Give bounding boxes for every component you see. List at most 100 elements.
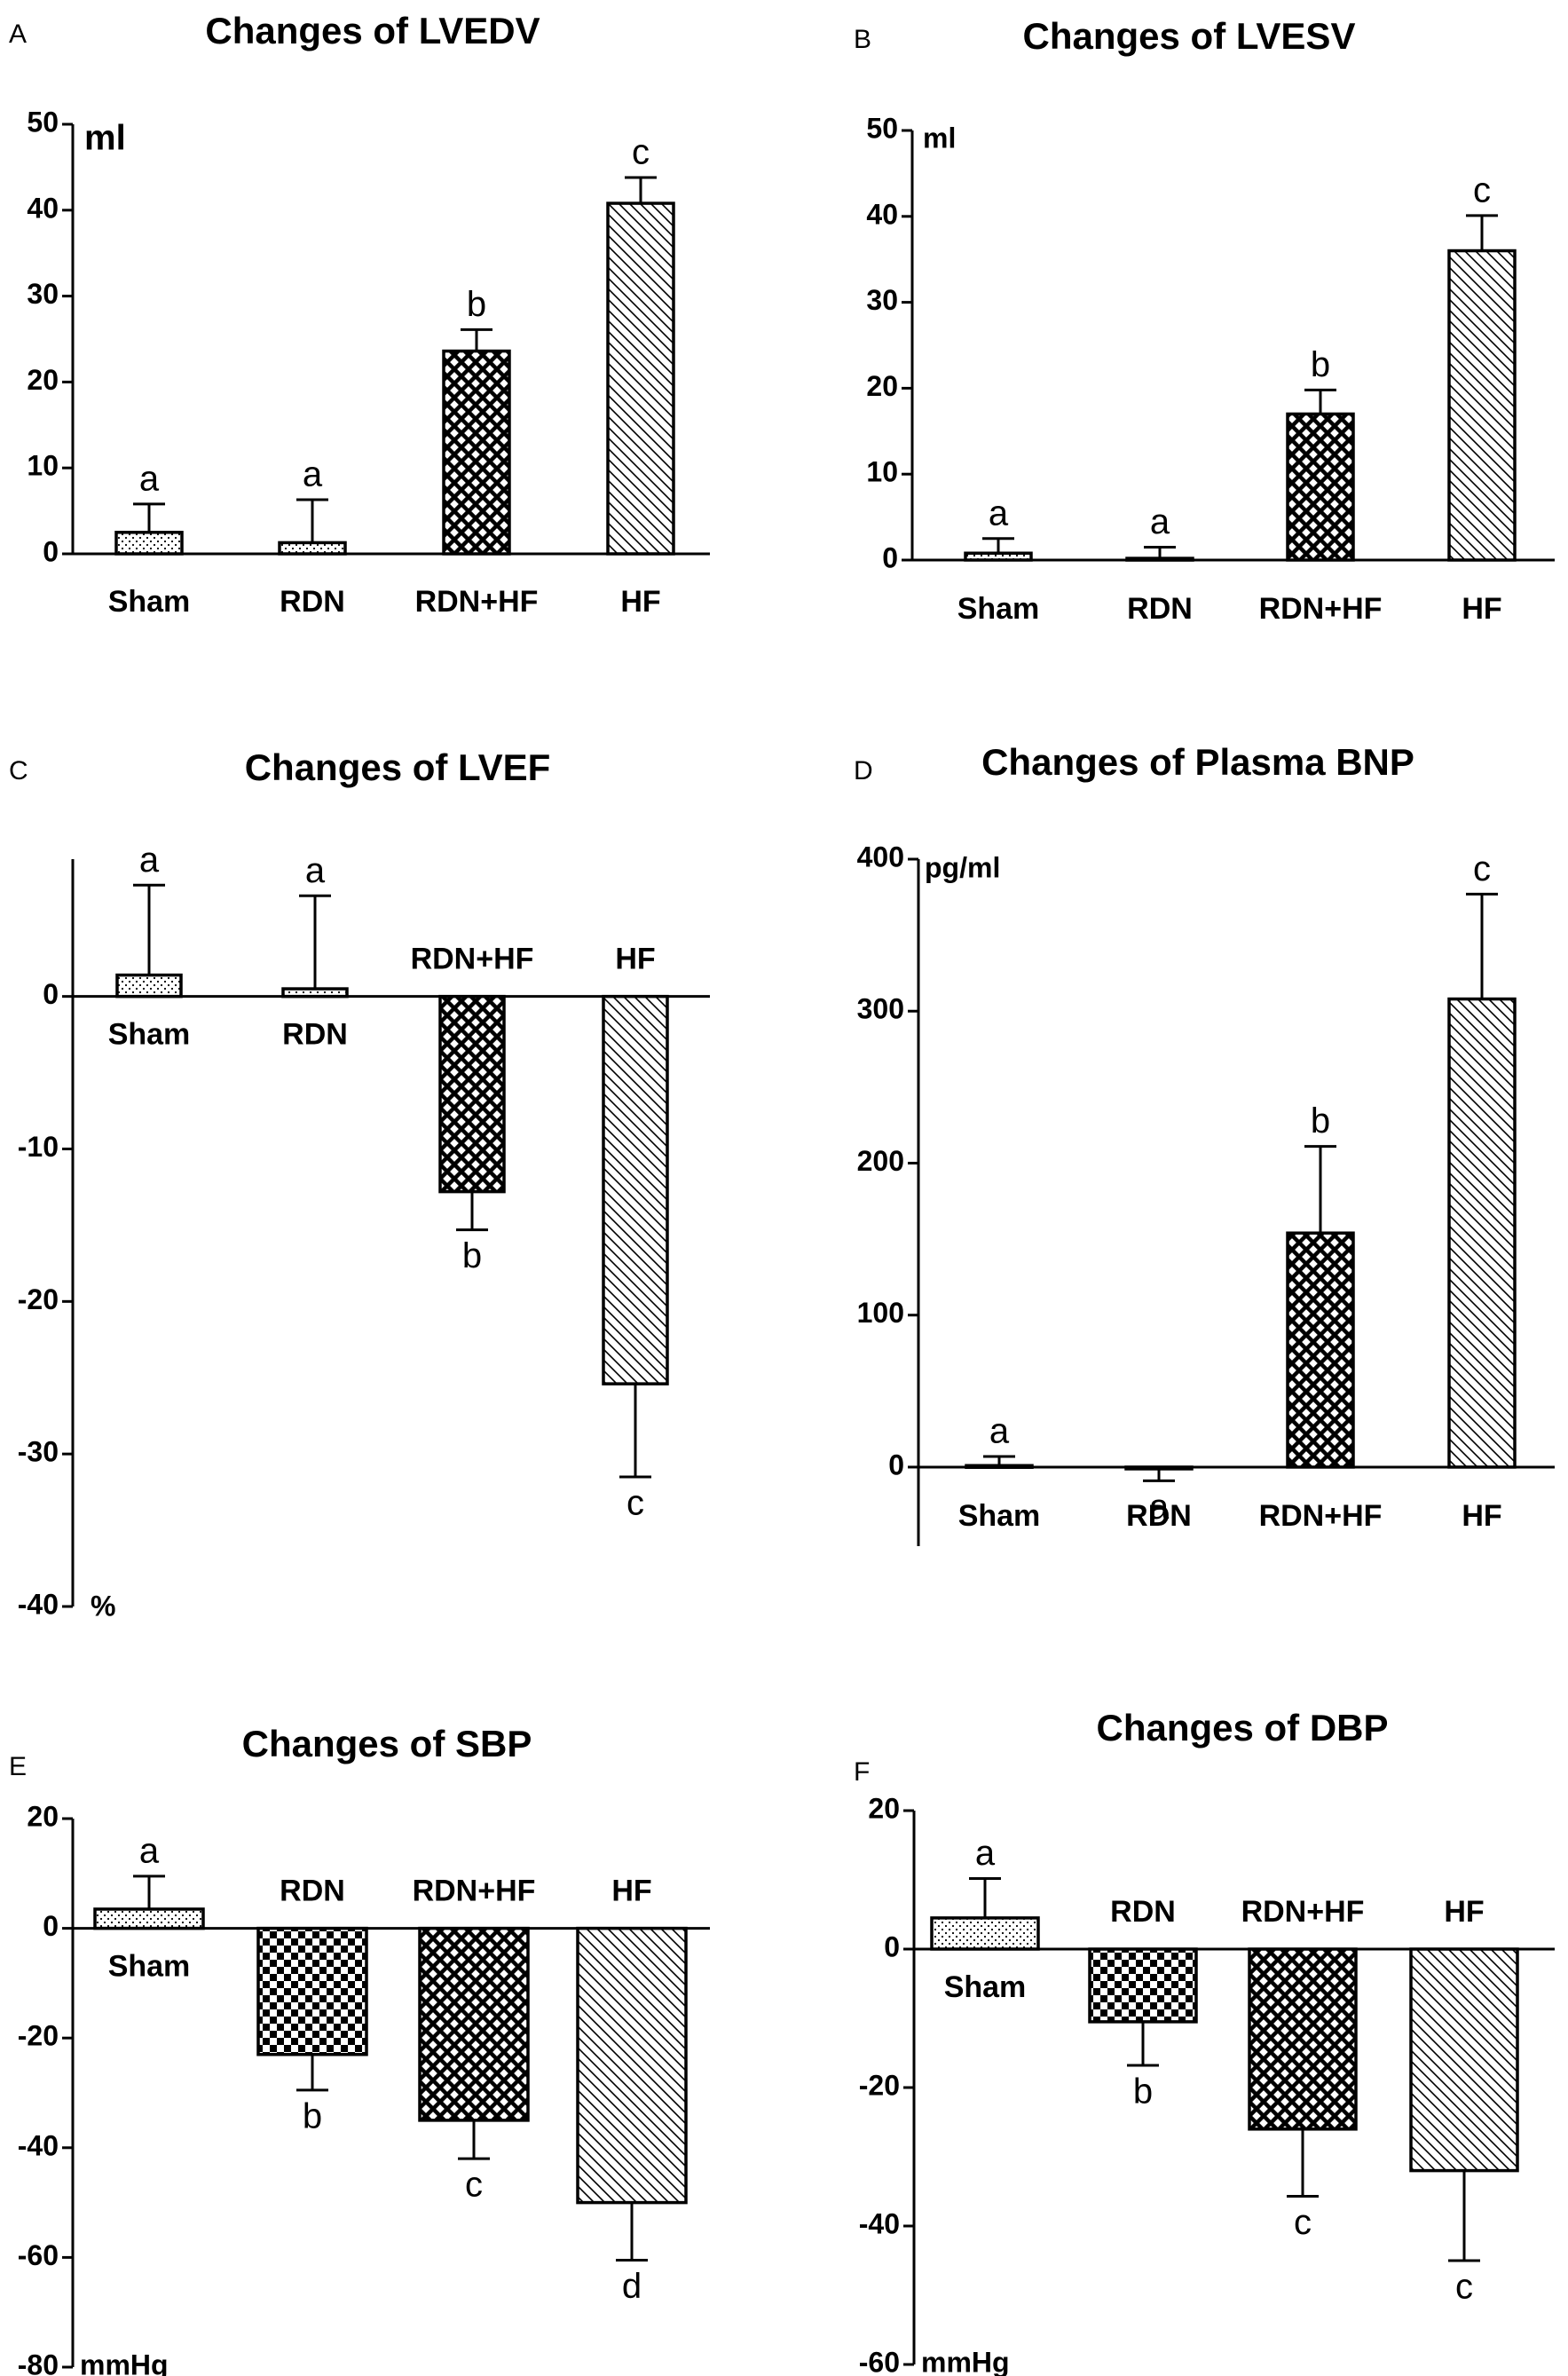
- category-label: RDN+HF: [1259, 1499, 1383, 1533]
- y-unit-label: ml: [923, 122, 956, 154]
- y-tick-label: 20: [27, 1800, 59, 1832]
- category-label: RDN: [1126, 1499, 1192, 1533]
- bar-hf: [1447, 997, 1517, 1469]
- y-tick-label: 20: [868, 1792, 900, 1824]
- significance-label: b: [303, 2096, 322, 2135]
- bar-rdn: [281, 987, 349, 999]
- panel-letter: D: [854, 756, 873, 785]
- category-label: Sham: [958, 1499, 1041, 1533]
- chart-panel-c: C Changes of LVEF -40 -30 -20 -10 0% a Sham a RDN b…: [9, 746, 710, 1622]
- category-label: HF: [1462, 1499, 1501, 1533]
- chart-panel-f: F Changes of DBP -60 -40 -20 0 20 mmHg a Sham b RDN…: [854, 1707, 1555, 2376]
- y-tick-label: 0: [43, 535, 59, 567]
- bar-rdn-plus-hf: [1248, 1947, 1358, 2131]
- y-tick-label: -10: [18, 1131, 59, 1163]
- bar-hf: [1447, 249, 1517, 562]
- significance-label: c: [1455, 2268, 1473, 2307]
- y-tick-label: 50: [27, 106, 59, 138]
- y-tick-label: 100: [857, 1297, 904, 1329]
- y-tick-label: 0: [43, 1910, 59, 1942]
- y-unit-label: mmHg: [80, 2348, 169, 2376]
- bar-sham: [965, 1464, 1034, 1469]
- chart-panel-e: E Changes of SBP -80 -60 -40 -20 0 20 mmHg a Sham b…: [9, 1723, 710, 2376]
- y-unit-label: pg/ml: [925, 851, 1000, 883]
- chart-title: Changes of Plasma BNP: [981, 741, 1414, 783]
- y-tick-label: 200: [857, 1145, 904, 1177]
- significance-label: c: [632, 133, 650, 172]
- bar-hf: [576, 1926, 688, 2205]
- category-label: RDN: [1110, 1895, 1176, 1929]
- panel-letter: B: [854, 25, 871, 54]
- y-tick-label: 40: [27, 192, 59, 224]
- category-label: Sham: [108, 585, 191, 619]
- y-unit-label: ml: [84, 119, 126, 158]
- y-tick-label: 0: [882, 541, 898, 573]
- significance-label: b: [1133, 2072, 1153, 2112]
- chart-title: Changes of LVEDV: [205, 10, 540, 51]
- category-label: HF: [620, 585, 660, 619]
- bar-sham: [964, 551, 1033, 562]
- category-label: RDN+HF: [415, 585, 539, 619]
- category-label: RDN+HF: [413, 1875, 536, 1908]
- panel-letter: C: [9, 756, 28, 785]
- panel-letter: A: [9, 20, 27, 49]
- chart-title: Changes of LVESV: [1023, 15, 1356, 57]
- category-label: RDN: [280, 585, 345, 619]
- bar-rdn: [1088, 1947, 1198, 2024]
- y-tick-label: 10: [27, 450, 59, 482]
- bar-sham: [93, 1907, 205, 1930]
- y-tick-label: -60: [859, 2346, 900, 2376]
- significance-label: c: [1473, 849, 1491, 888]
- y-unit-label: mmHg: [921, 2346, 1010, 2376]
- significance-label: c: [626, 1484, 644, 1523]
- y-tick-label: -60: [18, 2239, 59, 2271]
- significance-label: c: [1294, 2203, 1312, 2242]
- significance-label: a: [1150, 502, 1170, 541]
- bar-rdn: [1125, 557, 1194, 562]
- bar-sham: [114, 531, 184, 556]
- significance-label: d: [622, 2267, 642, 2306]
- y-tick-label: -80: [18, 2348, 59, 2376]
- significance-label: a: [303, 455, 323, 494]
- y-tick-label: 0: [888, 1448, 904, 1480]
- bar-rdn: [1124, 1465, 1194, 1471]
- panel-letter: E: [9, 1752, 27, 1781]
- bar-rdn-plus-hf: [1286, 1231, 1355, 1469]
- bar-hf: [602, 994, 669, 1385]
- panel-letter: F: [854, 1757, 870, 1787]
- significance-label: b: [1311, 345, 1330, 384]
- chart-panel-a: A Changes of LVEDV 0 10 20 30 40 50 ml a Sham a RDN b…: [9, 10, 710, 619]
- y-tick-label: 0: [884, 1930, 900, 1962]
- category-label: HF: [1444, 1895, 1484, 1929]
- category-label: Sham: [108, 1018, 191, 1052]
- bar-hf: [1409, 1947, 1519, 2173]
- y-tick-label: 0: [43, 978, 59, 1010]
- category-label: Sham: [957, 592, 1040, 626]
- bar-sham: [115, 973, 183, 999]
- significance-label: b: [1311, 1101, 1330, 1141]
- y-tick-label: -20: [18, 2020, 59, 2052]
- chart-panel-b: B Changes of LVESV 0 10 20 30 40 50 ml a Sham a RDN b…: [854, 15, 1555, 626]
- significance-label: c: [1473, 170, 1491, 209]
- bar-rdn-plus-hf: [438, 994, 506, 1194]
- bar-rdn-plus-hf: [418, 1926, 530, 2122]
- y-tick-label: -20: [18, 1283, 59, 1315]
- significance-label: a: [1149, 1488, 1170, 1527]
- y-tick-label: 300: [857, 993, 904, 1025]
- y-tick-label: 400: [857, 841, 904, 872]
- y-unit-label: %: [91, 1590, 115, 1622]
- y-tick-label: 40: [866, 198, 898, 230]
- y-tick-label: 50: [866, 112, 898, 144]
- y-tick-label: -40: [18, 2129, 59, 2161]
- y-tick-label: -40: [18, 1588, 59, 1620]
- bar-rdn: [278, 541, 347, 556]
- category-label: RDN: [1127, 592, 1193, 626]
- y-tick-label: 10: [866, 456, 898, 488]
- bar-rdn-plus-hf: [1286, 412, 1355, 562]
- category-label: Sham: [108, 1950, 191, 1984]
- significance-label: a: [139, 459, 160, 498]
- bar-rdn: [256, 1926, 368, 2056]
- category-label: HF: [1462, 592, 1501, 626]
- y-tick-label: -20: [859, 2069, 900, 2101]
